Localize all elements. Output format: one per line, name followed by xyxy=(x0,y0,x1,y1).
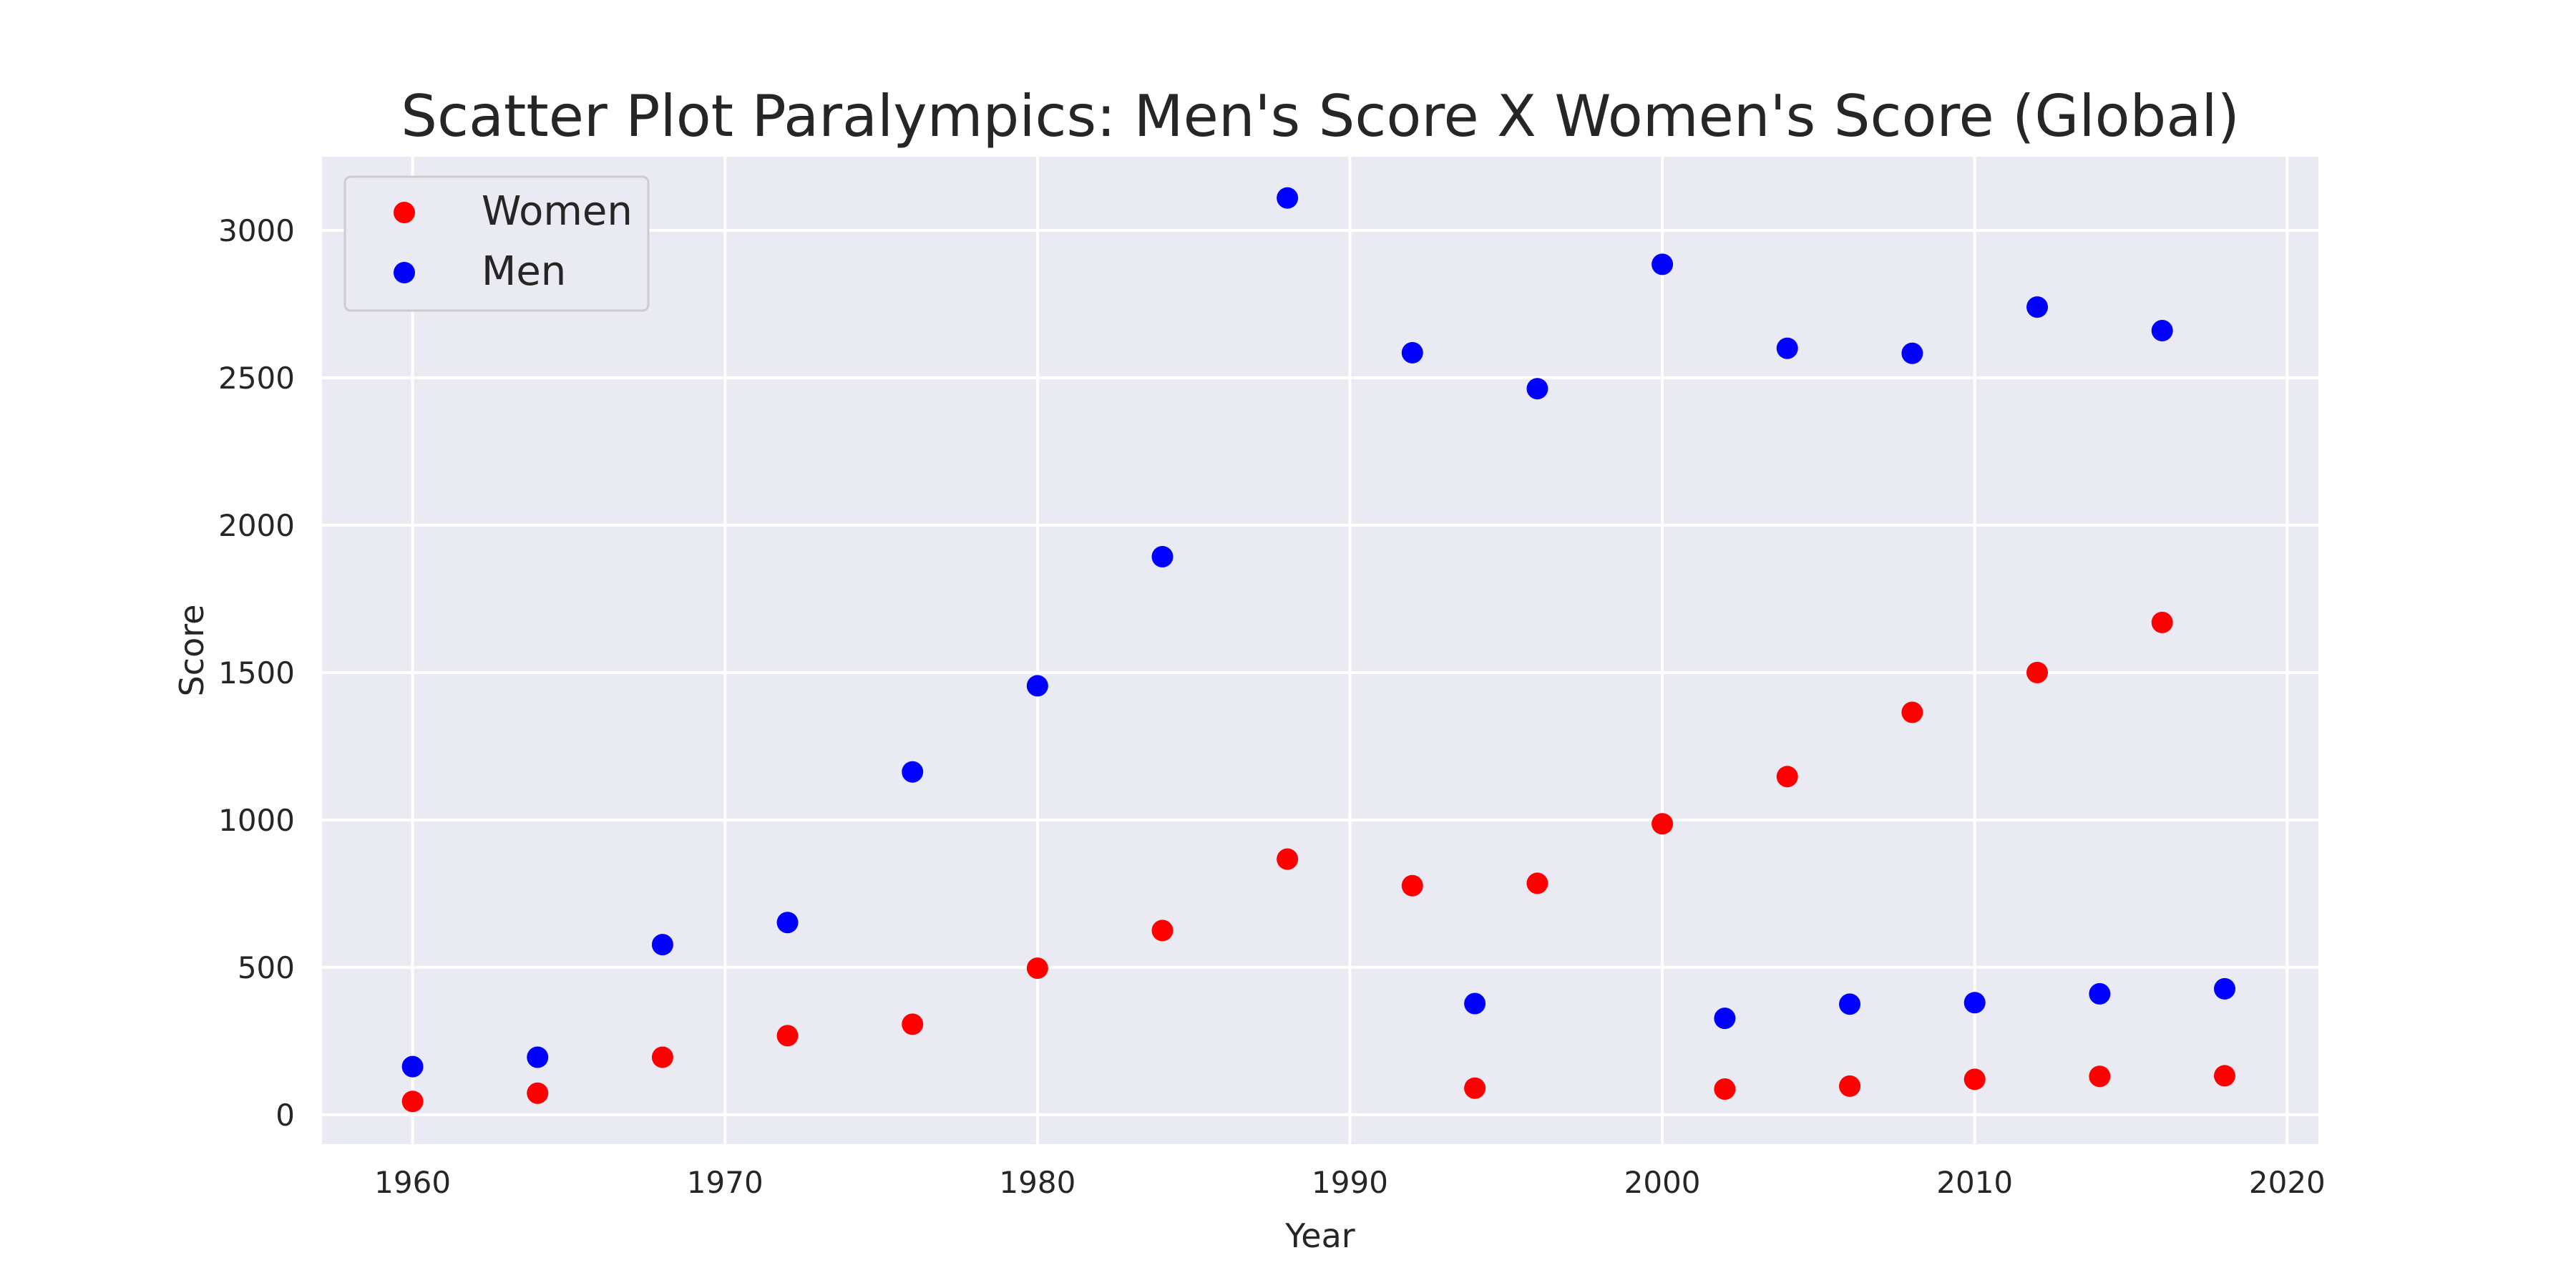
data-point-women xyxy=(527,1082,549,1104)
legend-label-women: Women xyxy=(482,188,633,235)
data-point-women xyxy=(2214,1065,2236,1087)
legend-box xyxy=(343,175,650,312)
x-axis-label: Year xyxy=(1284,1216,1355,1255)
x-tick-label: 2010 xyxy=(1936,1165,2013,1200)
data-point-men xyxy=(2214,977,2236,1000)
data-point-women xyxy=(1901,701,1923,723)
grid-lines xyxy=(322,157,2318,1144)
data-point-men xyxy=(2026,296,2049,318)
data-point-women xyxy=(1464,1077,1486,1099)
data-point-women xyxy=(1401,874,1423,897)
data-point-women xyxy=(1839,1075,1861,1097)
data-point-men xyxy=(2089,982,2111,1005)
data-point-men xyxy=(651,934,673,956)
data-point-men xyxy=(1526,378,1548,400)
data-point-women xyxy=(1277,848,1299,870)
data-point-men xyxy=(1277,187,1299,209)
x-tick-label: 1980 xyxy=(999,1165,1075,1200)
data-point-men xyxy=(401,1055,424,1078)
y-axis-label: Score xyxy=(172,605,211,697)
legend-label-men: Men xyxy=(482,248,566,295)
data-point-women xyxy=(651,1046,673,1068)
data-point-men xyxy=(527,1046,549,1068)
x-tick-label: 1960 xyxy=(374,1165,451,1200)
x-tick-label: 1970 xyxy=(687,1165,763,1200)
y-tick-label: 1500 xyxy=(218,655,295,691)
data-point-women xyxy=(1151,919,1174,942)
data-point-women xyxy=(1776,766,1798,788)
data-point-women xyxy=(1526,872,1548,894)
chart-title: Scatter Plot Paralympics: Men's Score X … xyxy=(401,83,2240,150)
y-tick-label: 2500 xyxy=(218,361,295,396)
y-tick-label: 0 xyxy=(275,1098,295,1133)
y-tick-label: 3000 xyxy=(218,213,295,248)
data-point-men xyxy=(1026,675,1048,697)
data-point-men xyxy=(1464,992,1486,1015)
data-point-men xyxy=(1151,546,1174,568)
data-point-women xyxy=(2151,611,2173,633)
data-point-men xyxy=(1401,341,1423,364)
x-tick-label: 1990 xyxy=(1312,1165,1388,1200)
data-point-men xyxy=(902,761,924,783)
data-points xyxy=(401,187,2236,1113)
y-tick-label: 1000 xyxy=(218,803,295,838)
data-point-women xyxy=(2026,661,2049,683)
tick-labels: 1960 1970 1980 1990 2000 2010 2020 0 500 1000 1500… xyxy=(218,213,2326,1200)
data-point-men xyxy=(776,912,799,934)
legend: Women Men xyxy=(343,175,650,312)
data-point-men xyxy=(1963,992,1986,1014)
data-point-women xyxy=(1963,1068,1986,1091)
x-tick-label: 2020 xyxy=(2249,1165,2326,1200)
data-point-women xyxy=(401,1091,424,1113)
data-point-men xyxy=(1714,1008,1736,1030)
data-point-women xyxy=(2089,1065,2111,1088)
data-point-men xyxy=(1901,342,1923,364)
data-point-men xyxy=(1776,337,1798,359)
data-point-women xyxy=(1026,957,1048,980)
data-point-men xyxy=(2151,320,2173,342)
y-tick-label: 500 xyxy=(238,950,295,985)
data-point-women xyxy=(902,1013,924,1035)
data-point-women xyxy=(1714,1078,1736,1100)
y-tick-label: 2000 xyxy=(218,508,295,543)
legend-marker-men xyxy=(394,262,415,283)
data-point-women xyxy=(776,1025,799,1047)
x-tick-label: 2000 xyxy=(1624,1165,1701,1200)
data-point-men xyxy=(1652,253,1674,275)
plot-area xyxy=(322,157,2318,1144)
data-point-women xyxy=(1652,813,1674,835)
legend-marker-women xyxy=(394,202,415,223)
data-point-men xyxy=(1839,993,1861,1015)
